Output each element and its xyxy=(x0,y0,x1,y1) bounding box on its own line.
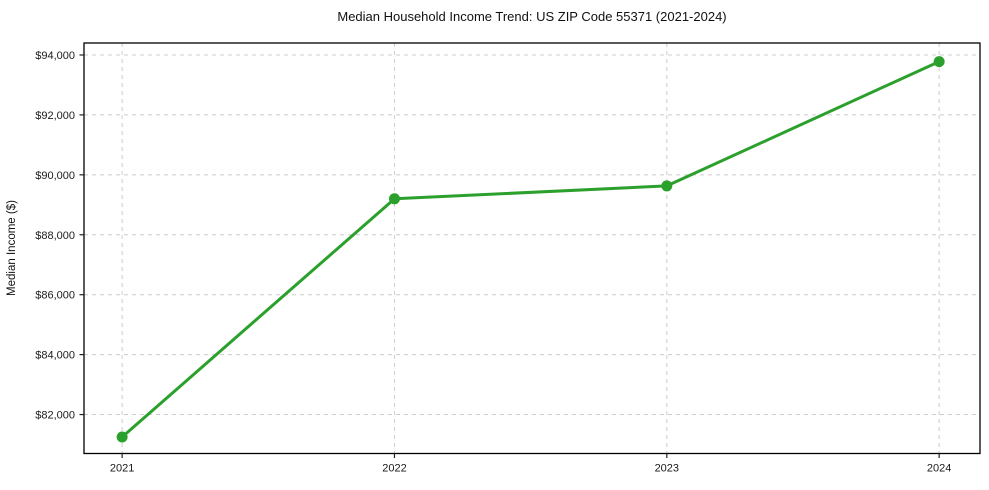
y-tick-label: $82,000 xyxy=(35,410,75,422)
axes-border xyxy=(83,42,981,455)
y-tick-label: $92,000 xyxy=(35,110,75,122)
x-tick-label: 2021 xyxy=(110,463,134,475)
chart-title: Median Household Income Trend: US ZIP Co… xyxy=(337,9,727,24)
y-tick-label: $86,000 xyxy=(35,290,75,302)
y-tick-label: $90,000 xyxy=(35,170,75,182)
x-tick-label: 2022 xyxy=(382,463,406,475)
x-tick-label: 2023 xyxy=(655,463,679,475)
y-tick-label: $84,000 xyxy=(35,350,75,362)
trend-line xyxy=(120,60,941,439)
y-tick-label: $88,000 xyxy=(35,230,75,242)
data-point xyxy=(116,431,128,443)
data-point xyxy=(388,193,400,205)
data-point xyxy=(933,56,945,68)
data-point xyxy=(661,180,673,192)
x-tick-label: 2024 xyxy=(927,463,951,475)
y-tick-label: $94,000 xyxy=(35,50,75,62)
y-axis-label: Median Income ($) xyxy=(6,200,18,296)
